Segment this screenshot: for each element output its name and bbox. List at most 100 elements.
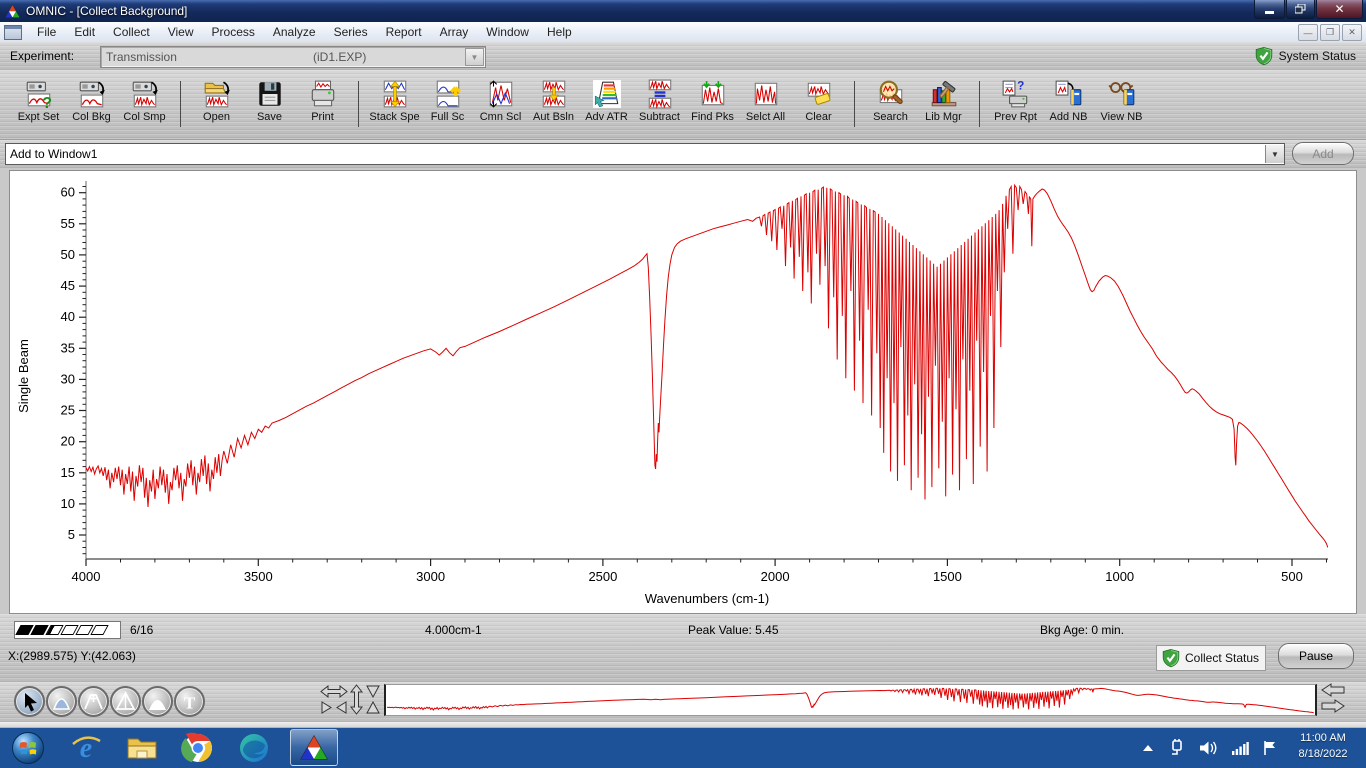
library-manager-icon bbox=[929, 79, 959, 109]
taskbar-app-chrome[interactable] bbox=[174, 729, 222, 766]
y-tick-label: 25 bbox=[61, 403, 75, 418]
toolbar-button-view-nb[interactable]: View NB bbox=[1095, 79, 1148, 127]
toolbar-button-adv-atr[interactable]: Adv ATR bbox=[580, 79, 633, 127]
child-close-button[interactable]: ✕ bbox=[1342, 24, 1362, 41]
pan-right-button[interactable] bbox=[1320, 699, 1346, 713]
toolbar-button-subtract[interactable]: Subtract bbox=[633, 79, 686, 127]
toolbar-button-find-pks[interactable]: Find Pks bbox=[686, 79, 739, 127]
x-tick-label: 4000 bbox=[72, 569, 101, 584]
toolbar-button-add-nb[interactable]: Add NB bbox=[1042, 79, 1095, 127]
menu-item-edit[interactable]: Edit bbox=[74, 24, 96, 39]
display-scale-controls bbox=[320, 684, 381, 715]
find-peaks-icon bbox=[698, 79, 728, 109]
peak-area-tool[interactable] bbox=[110, 686, 141, 717]
menu-item-help[interactable]: Help bbox=[546, 24, 572, 39]
y-tick-label: 15 bbox=[61, 465, 75, 480]
toolbar-button-prev-rpt[interactable]: ? Prev Rpt bbox=[989, 79, 1042, 127]
toolbar-button-expt-set[interactable]: ? Expt Set bbox=[12, 79, 65, 127]
spectral-region-tool[interactable] bbox=[46, 686, 77, 717]
add-target-field[interactable]: ▼ bbox=[5, 143, 1285, 165]
spectrum-panel: 5 10 15 20 25 30 35 40 45 50 55 60 4000 3500 3000 2500 2… bbox=[9, 170, 1357, 614]
scan-progress-indicator bbox=[14, 621, 121, 639]
toolbar-button-label: Aut Bsln bbox=[533, 111, 574, 123]
experiment-combobox[interactable]: Transmission (iD1.EXP) ▼ bbox=[100, 46, 486, 68]
expand-vertical-button[interactable] bbox=[349, 684, 364, 715]
x-tick-label: 1000 bbox=[1105, 569, 1134, 584]
add-notebook-icon bbox=[1054, 79, 1084, 109]
spectrum-overview-strip[interactable] bbox=[384, 684, 1317, 716]
menu-item-series[interactable]: Series bbox=[333, 24, 368, 39]
cursor-tool[interactable] bbox=[14, 686, 45, 717]
system-status-shield-icon bbox=[1254, 46, 1274, 66]
peak-fill-tool[interactable] bbox=[142, 686, 173, 717]
taskbar-app-edge[interactable] bbox=[230, 729, 278, 766]
tray-power-icon[interactable] bbox=[1168, 738, 1186, 757]
toolbar-button-label: Subtract bbox=[639, 111, 680, 123]
taskbar-app-omnic[interactable] bbox=[290, 729, 338, 766]
toolbar-button-search[interactable]: Search bbox=[864, 79, 917, 127]
toolbar-button-label: Lib Mgr bbox=[925, 111, 962, 123]
taskbar-clock[interactable]: 11:00 AM 8/18/2022 bbox=[1286, 730, 1360, 762]
toolbar-button-lib-mgr[interactable]: Lib Mgr bbox=[917, 79, 970, 127]
taskbar-app-internet-explorer[interactable]: e bbox=[62, 729, 110, 766]
omnic-logo-icon bbox=[5, 4, 20, 19]
experiment-dropdown-arrow-icon[interactable]: ▼ bbox=[465, 48, 484, 66]
tray-hidden-icons-icon[interactable] bbox=[1141, 742, 1155, 754]
toolbar-button-open[interactable]: Open bbox=[190, 79, 243, 127]
toolbar-button-label: Open bbox=[203, 111, 230, 123]
toolbar-button-cmn-scl[interactable]: Cmn Scl bbox=[474, 79, 527, 127]
child-restore-button[interactable]: ❐ bbox=[1320, 24, 1340, 41]
add-button[interactable]: Add bbox=[1292, 142, 1354, 165]
add-target-dropdown-arrow-icon[interactable]: ▼ bbox=[1265, 145, 1284, 163]
menu-item-analyze[interactable]: Analyze bbox=[272, 24, 316, 39]
expand-horizontal-button[interactable] bbox=[320, 684, 348, 699]
pause-button[interactable]: Pause bbox=[1278, 643, 1354, 669]
peak-height-tool[interactable] bbox=[78, 686, 109, 717]
toolbar-button-label: View NB bbox=[1100, 111, 1143, 123]
toolbar-button-label: Search bbox=[873, 111, 908, 123]
spectrum-plot[interactable]: 5 10 15 20 25 30 35 40 45 50 55 60 4000 3500 3000 2500 2… bbox=[10, 171, 1356, 613]
collect-status-button[interactable]: Collect Status bbox=[1156, 645, 1266, 671]
resolution-readout: 4.000cm-1 bbox=[425, 623, 482, 637]
toolbar-button-col-bkg[interactable]: Col Bkg bbox=[65, 79, 118, 127]
menu-item-array[interactable]: Array bbox=[439, 24, 469, 39]
start-button[interactable] bbox=[4, 729, 52, 766]
toolbar-button-clear[interactable]: Clear bbox=[792, 79, 845, 127]
menu-item-window[interactable]: Window bbox=[486, 24, 529, 39]
tray-network-icon[interactable] bbox=[1231, 741, 1249, 755]
svg-text:e: e bbox=[80, 733, 92, 764]
menu-item-view[interactable]: View bbox=[167, 24, 194, 39]
pan-left-button[interactable] bbox=[1320, 683, 1346, 697]
system-tray bbox=[1141, 727, 1278, 768]
contract-vertical-bottom-button[interactable] bbox=[365, 700, 381, 715]
restore-button[interactable] bbox=[1286, 0, 1315, 19]
menu-item-process[interactable]: Process bbox=[211, 24, 255, 39]
minimize-button[interactable] bbox=[1254, 0, 1285, 19]
y-tick-label: 40 bbox=[61, 309, 75, 324]
status-bar: 6/16 4.000cm-1 Peak Value: 5.45 Bkg Age:… bbox=[0, 614, 1366, 682]
text-tool[interactable]: T bbox=[174, 686, 205, 717]
menu-item-collect[interactable]: Collect bbox=[113, 24, 150, 39]
add-target-input[interactable] bbox=[6, 146, 1265, 162]
menu-item-file[interactable]: File bbox=[37, 24, 57, 39]
toolbar-button-stack-spe[interactable]: Stack Spe bbox=[368, 79, 421, 127]
svg-text:?: ? bbox=[42, 94, 52, 109]
close-button[interactable]: ✕ bbox=[1316, 0, 1363, 19]
tray-action-center-icon[interactable] bbox=[1262, 740, 1278, 756]
tray-volume-icon[interactable] bbox=[1199, 740, 1218, 756]
cursor-coordinates: X:(2989.575) Y:(42.063) bbox=[8, 649, 136, 663]
contract-vertical-top-button[interactable] bbox=[365, 684, 381, 699]
toolbar-button-save[interactable]: Save bbox=[243, 79, 296, 127]
contract-horizontal-button[interactable] bbox=[320, 700, 348, 715]
child-minimize-button[interactable]: — bbox=[1298, 24, 1318, 41]
toolbar-button-label: Adv ATR bbox=[585, 111, 628, 123]
add-bar: ▼ Add bbox=[0, 140, 1366, 168]
toolbar-button-full-sc[interactable]: Full Sc bbox=[421, 79, 474, 127]
y-tick-label: 45 bbox=[61, 278, 75, 293]
toolbar-button-print[interactable]: Print bbox=[296, 79, 349, 127]
toolbar-button-col-smp[interactable]: Col Smp bbox=[118, 79, 171, 127]
taskbar-app-file-explorer[interactable] bbox=[118, 729, 166, 766]
menu-item-report[interactable]: Report bbox=[385, 24, 422, 39]
toolbar-button-selct-all[interactable]: Selct All bbox=[739, 79, 792, 127]
toolbar-button-aut-bsln[interactable]: Aut Bsln bbox=[527, 79, 580, 127]
